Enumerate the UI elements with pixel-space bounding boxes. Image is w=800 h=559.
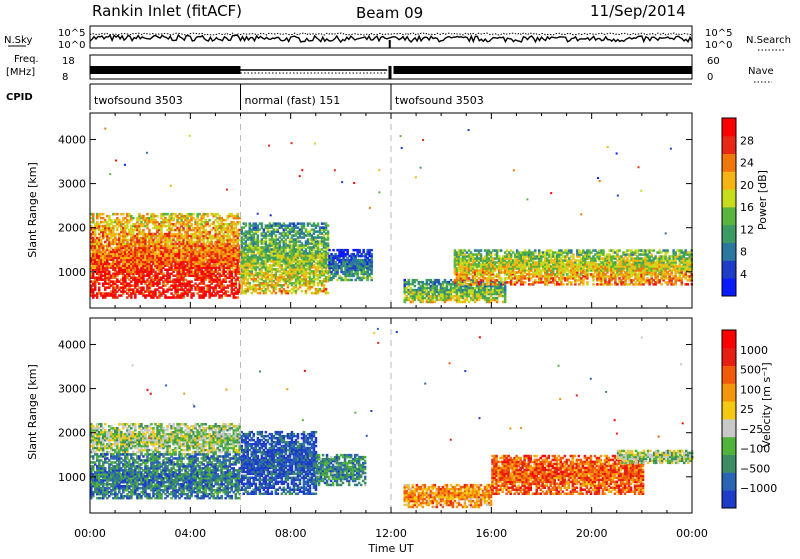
range-gate-cell	[323, 284, 326, 287]
range-gate-cell	[328, 249, 331, 252]
freq-traces	[90, 66, 692, 79]
range-gate-cell	[301, 290, 304, 293]
beam-label: Beam 09	[356, 4, 423, 22]
cpid-segment-label: twofsound 3503	[395, 94, 484, 107]
range-gate-cell	[156, 215, 159, 218]
freq-band	[394, 66, 692, 74]
nave-tick-top: 60	[707, 56, 720, 67]
noise-tick-left-top: 10^5	[58, 28, 85, 39]
noise-tick-right-bottom: 10^0	[705, 40, 732, 51]
range-gate-cell	[480, 249, 483, 252]
noise-tick-left-bottom: 10^0	[58, 40, 85, 51]
range-gate-cell	[108, 215, 111, 218]
range-gate-cell	[237, 213, 240, 216]
noise-traces	[90, 33, 692, 48]
range-gate-cell	[190, 223, 193, 226]
range-gate-cell	[108, 271, 111, 274]
cpid-label: CPID	[6, 92, 33, 103]
range-gate-cell	[146, 213, 149, 216]
range-gate-cell	[350, 279, 353, 282]
freq-tick-top: 18	[62, 56, 75, 67]
range-gate-cell	[408, 279, 411, 282]
cpid-row: twofsound 3503 normal (fast) 151 twofsound…	[90, 84, 692, 110]
range-gate-cell	[275, 234, 278, 237]
noise-tick-right-top: 10^5	[705, 28, 732, 39]
plot-title: Rankin Inlet (fitACF)	[92, 2, 242, 20]
range-gate-cell	[192, 292, 195, 295]
range-gate-cell	[370, 249, 373, 252]
range-gate-cell	[524, 281, 527, 284]
range-gate-cell	[237, 296, 240, 299]
range-gate-cell	[122, 213, 125, 216]
range-gate-cell	[275, 292, 278, 295]
freq-unit: [MHz]	[6, 67, 35, 78]
range-gate-cell	[132, 217, 135, 220]
nsearch-trace	[90, 33, 692, 35]
range-gate-cell	[192, 213, 195, 216]
range-gate-cell	[142, 286, 145, 289]
range-gate-cell	[142, 229, 145, 232]
range-gate-cell	[102, 213, 105, 216]
range-gate-cell	[227, 290, 230, 293]
nsearch-label: N.Search	[746, 35, 791, 46]
range-gate-cell	[438, 279, 441, 282]
range-gate-cell	[303, 222, 306, 225]
range-gate-cell	[327, 224, 330, 227]
range-gate-cell	[249, 282, 252, 285]
range-gate-cell	[116, 213, 119, 216]
date-label: 11/Sep/2014	[590, 2, 686, 20]
cpid-segment-label: twofsound 3503	[94, 94, 183, 107]
range-gate-cell	[358, 249, 361, 252]
range-gate-cell	[327, 242, 330, 245]
freq-tick-bottom: 8	[62, 72, 68, 83]
range-gate-cell	[414, 285, 417, 288]
range-gate-cell	[261, 222, 264, 225]
freq-gap-marker	[388, 66, 391, 79]
range-gate-cell	[466, 283, 469, 286]
range-gate-cell	[92, 213, 95, 216]
nave-tick-bottom: 0	[707, 72, 713, 83]
range-gate-cell	[332, 249, 335, 252]
range-gate-cell	[480, 253, 483, 256]
freq-label: Freq.	[14, 54, 39, 65]
range-gate-cell	[362, 249, 365, 252]
range-gate-cell	[257, 234, 260, 237]
range-gate-cell	[500, 277, 503, 280]
range-gate-cell	[468, 277, 471, 280]
range-gate-cell	[327, 230, 330, 233]
range-gate-cell	[327, 252, 330, 255]
range-gate-cell	[370, 277, 373, 280]
range-gate-cell	[346, 249, 349, 252]
range-gate-cell	[245, 222, 248, 225]
freq-band	[90, 66, 241, 74]
range-gate-cell	[317, 222, 320, 225]
range-gate-cell	[208, 219, 211, 222]
cpid-segment-label: normal (fast) 151	[245, 94, 341, 107]
range-gate-cell	[327, 292, 330, 295]
range-gate-cell	[148, 229, 151, 232]
range-gate-cell	[98, 286, 101, 289]
range-gate-cell	[482, 283, 485, 286]
nsky-trace	[90, 35, 692, 42]
range-gate-cell	[190, 280, 193, 283]
nsky-label: N.Sky	[4, 35, 32, 46]
range-gate-cell	[500, 249, 503, 252]
range-gate-cell	[325, 288, 328, 291]
range-gate-cell	[98, 282, 101, 285]
range-gate-cell	[206, 213, 209, 216]
range-gate-cell	[370, 253, 373, 256]
nave-label: Nave	[748, 66, 774, 77]
